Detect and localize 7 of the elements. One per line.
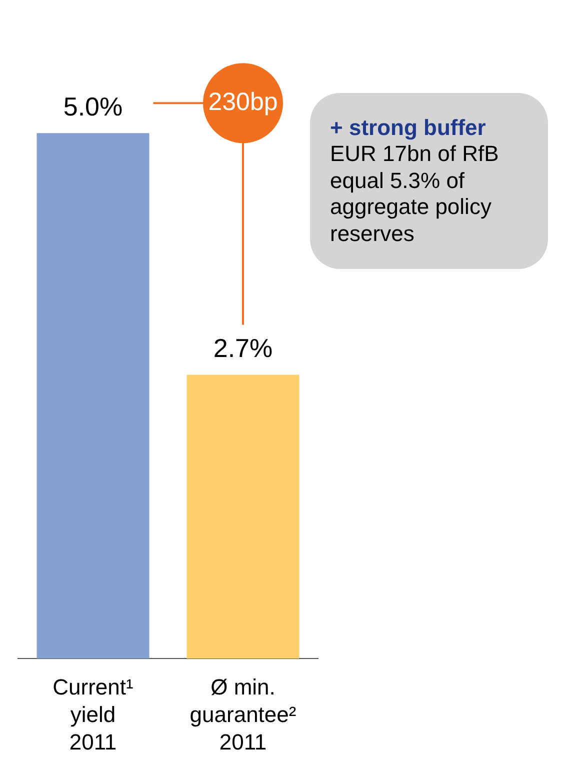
x-tick-label: Current¹ yield 2011 [52,674,134,754]
x-tick-label: Ø min. guarantee² 2011 [190,674,296,754]
text: + strong buffer [330,115,487,142]
text: 230bp [208,88,278,116]
text: EUR 17bn of RfB equal 5.3% of aggregate policy reserves [330,141,500,247]
data-label: 5.0% [63,91,123,122]
data-label: 2.7% [213,332,273,363]
